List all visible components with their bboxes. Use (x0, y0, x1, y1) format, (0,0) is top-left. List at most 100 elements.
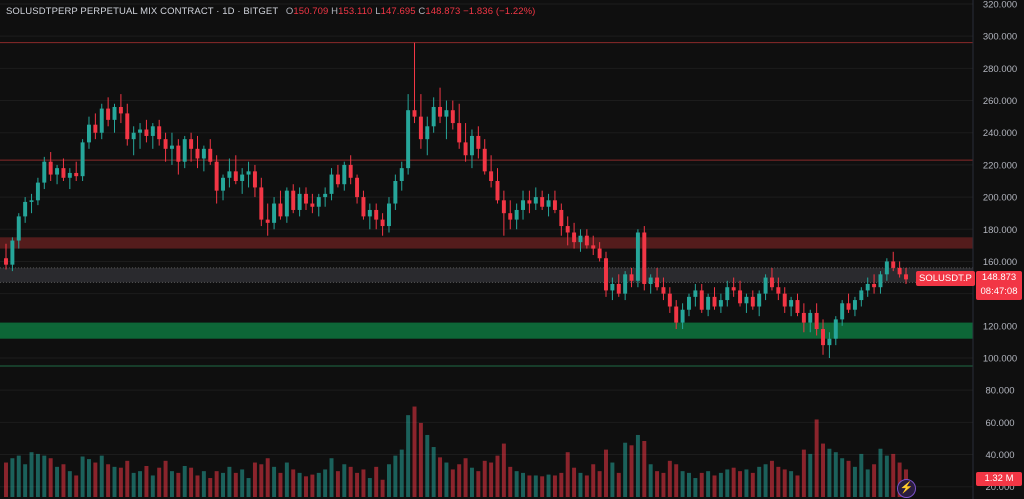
volume-bar (380, 479, 385, 497)
volume-bar (138, 471, 143, 497)
volume-bar (610, 462, 615, 497)
candle-body (176, 145, 181, 162)
volume-bar (278, 472, 283, 497)
volume-bar (527, 475, 532, 497)
candle-body (629, 274, 634, 281)
volume-bar (489, 462, 494, 497)
volume-bar (897, 462, 902, 497)
candle-body (450, 110, 455, 124)
candle-body (367, 209, 372, 217)
volume-bar (801, 449, 806, 497)
candle-body (750, 296, 755, 307)
volume-bar (291, 469, 296, 497)
candle-body (150, 126, 155, 136)
volume-bar (150, 475, 155, 497)
candle-body (23, 201, 28, 217)
last-price: 148.873 (981, 272, 1017, 283)
volume-bar (552, 475, 557, 497)
volume-bar (444, 462, 449, 497)
candle-body (680, 309, 685, 323)
volume-bar (821, 443, 825, 497)
volume-bar (884, 455, 889, 497)
candle-body (693, 290, 698, 297)
candle-body (259, 187, 264, 220)
lightning-icon[interactable]: ⚡ (897, 479, 916, 498)
candle-body (891, 261, 896, 268)
volume-bar (125, 460, 130, 497)
volume-bar (476, 471, 481, 497)
volume-bar (4, 462, 8, 497)
symbol-title: SOLUSDTPERP PERPETUAL MIX CONTRACT · 1D … (6, 6, 279, 17)
price-tick-label: 40.000 (985, 450, 1014, 461)
volume-bar (99, 455, 104, 497)
candle-body (399, 168, 404, 181)
chart-legend: SOLUSDTPERP PERPETUAL MIX CONTRACT · 1D … (6, 6, 535, 17)
candle-body (661, 287, 666, 294)
candle-body (240, 174, 245, 181)
candle-body (827, 338, 832, 346)
volume-bar (335, 471, 340, 497)
volume-bar (323, 469, 328, 497)
candle-body (469, 135, 474, 156)
candle-body (406, 110, 411, 169)
candle-body (195, 148, 200, 159)
candle-body (157, 126, 162, 140)
volume-bar (61, 464, 66, 497)
candle-body (208, 148, 213, 162)
volume-bar (674, 464, 679, 497)
volume-bar (74, 475, 79, 497)
candle-body (278, 203, 283, 217)
volume-bar (418, 422, 423, 497)
candle-body (227, 171, 232, 178)
volume-bar (680, 471, 685, 497)
candle-body (731, 287, 736, 291)
volume-bar (642, 441, 647, 497)
candle-body (138, 129, 143, 133)
candle-body (246, 171, 251, 175)
candle-body (904, 274, 908, 280)
candle-body (387, 203, 391, 227)
volume-bar (112, 466, 117, 497)
candle-body (610, 283, 615, 291)
candle-body (840, 303, 845, 320)
candle-body (776, 287, 781, 294)
candle-body (521, 200, 525, 210)
candle-body (99, 108, 104, 133)
volume-bar (769, 460, 774, 497)
volume-bar (393, 455, 398, 497)
volume-bar (387, 464, 391, 497)
candle-body (189, 139, 194, 149)
volume-bar (55, 466, 60, 497)
volume-bar (482, 460, 487, 497)
volume-bar (399, 449, 404, 497)
candle-body (125, 113, 130, 140)
bar-countdown: 08:47:08 (980, 286, 1018, 297)
candle-body (412, 110, 417, 117)
volume-bar (67, 471, 72, 497)
candle-body (559, 209, 564, 227)
candle-body (591, 245, 596, 249)
volume-bar (425, 434, 430, 497)
symbol-price-label: SOLUSDT.P (916, 271, 975, 286)
volume-bar (316, 472, 321, 497)
candle-body (667, 293, 672, 307)
candle-body (463, 142, 468, 156)
candle-body (769, 277, 774, 288)
candle-body (572, 232, 577, 243)
volume-bar (827, 448, 832, 497)
candle-body (201, 148, 206, 159)
volume-bar (157, 467, 162, 497)
close-label: C (418, 6, 426, 17)
change-value: −1.836 (−1.22%) (463, 6, 536, 17)
candle-body (718, 300, 723, 307)
candle-body (884, 261, 889, 275)
candle-body (431, 106, 436, 127)
volume-bar (259, 464, 264, 497)
volume-bar (706, 471, 711, 497)
candle-body (425, 126, 430, 140)
volume-bar (852, 466, 857, 497)
candle-body (221, 177, 225, 191)
volume-bar (355, 472, 360, 497)
candle-body (265, 219, 270, 223)
